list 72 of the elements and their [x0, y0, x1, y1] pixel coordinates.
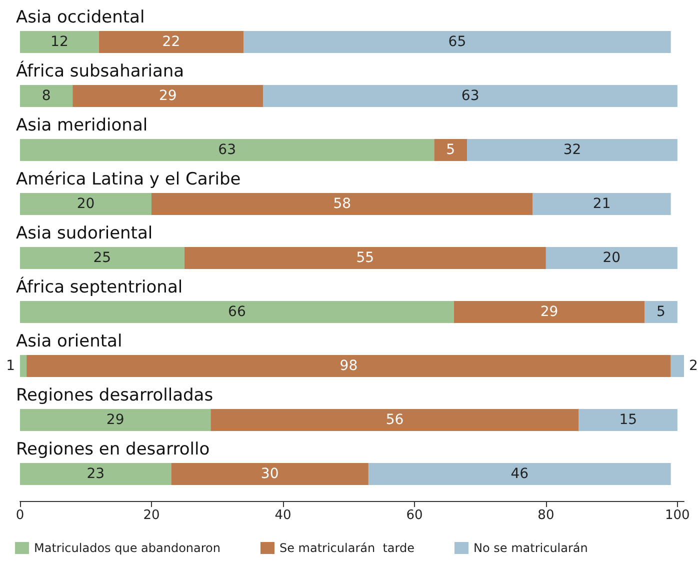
- x-tick-label: 40: [274, 508, 292, 523]
- y-tick-label: Asia sudoriental: [16, 224, 153, 244]
- data-label: 65: [448, 34, 466, 50]
- x-tick-label: 80: [538, 508, 554, 523]
- y-tick-label: África septentrional: [16, 276, 183, 298]
- bar: [467, 139, 678, 161]
- bar: [434, 139, 468, 161]
- bar: [670, 355, 684, 377]
- bar: [532, 193, 671, 215]
- bar: [151, 193, 533, 215]
- data-label: 20: [602, 250, 621, 266]
- bar: [72, 85, 264, 107]
- x-tick-label: 20: [143, 508, 160, 523]
- data-label: 29: [540, 304, 558, 320]
- data-label: 25: [93, 250, 112, 266]
- bar: [171, 463, 368, 485]
- data-label: 32: [563, 142, 582, 158]
- data-label: 63: [218, 142, 236, 158]
- bar: [578, 409, 678, 431]
- data-label: 58: [333, 196, 352, 212]
- y-tick-label: Regiones desarrolladas: [16, 386, 214, 406]
- bar: [210, 409, 579, 431]
- data-label: 5: [656, 304, 666, 320]
- y-tick-label: Asia oriental: [16, 332, 122, 352]
- legend-label: Matriculados que abandonaron: [34, 541, 220, 555]
- bar: [20, 463, 172, 485]
- y-tick-label: América Latina y el Caribe: [16, 170, 241, 190]
- data-label: 21: [592, 196, 611, 212]
- bar: [20, 193, 152, 215]
- data-label: 63: [461, 88, 480, 104]
- data-label: 29: [159, 88, 177, 104]
- data-label: 2: [689, 358, 698, 374]
- data-label: 1: [6, 358, 15, 374]
- y-tick-label: Asia occidental: [16, 8, 145, 28]
- bar: [263, 85, 678, 107]
- bar: [20, 247, 184, 269]
- data-label: 22: [162, 34, 180, 50]
- data-label: 46: [510, 466, 529, 482]
- bar: [244, 31, 671, 53]
- bar: [644, 301, 678, 323]
- bar: [454, 301, 645, 323]
- data-label: 5: [446, 142, 456, 158]
- x-tick-label: 0: [16, 508, 24, 523]
- legend-label: Se matricularán tarde: [279, 541, 415, 555]
- bar: [98, 31, 244, 53]
- data-label: 98: [340, 358, 358, 374]
- data-label: 20: [76, 196, 95, 212]
- data-label: 15: [619, 412, 638, 428]
- bar: [546, 247, 678, 269]
- data-label: 55: [356, 250, 374, 266]
- x-tick-label: 60: [406, 508, 423, 523]
- x-tick-label: 100: [665, 508, 690, 523]
- data-label: 12: [50, 34, 68, 50]
- data-label: 30: [260, 466, 279, 482]
- bar: [20, 31, 99, 53]
- bar: [20, 409, 211, 431]
- bar: [20, 301, 454, 323]
- bar: [26, 355, 671, 377]
- y-tick-label: Asia meridional: [16, 116, 148, 136]
- bar: [20, 355, 27, 377]
- bar: [20, 139, 434, 161]
- legend-label: No se matricularán: [474, 541, 588, 555]
- data-label: 23: [86, 466, 105, 482]
- data-label: 66: [228, 304, 246, 320]
- y-tick-label: África subsahariana: [16, 60, 184, 82]
- bar: [184, 247, 546, 269]
- bar: [20, 85, 73, 107]
- data-label: 29: [106, 412, 124, 428]
- data-label: 8: [42, 88, 51, 104]
- y-tick-label: Regiones en desarrollo: [16, 440, 210, 460]
- bar: [368, 463, 671, 485]
- data-label: 56: [386, 412, 404, 428]
